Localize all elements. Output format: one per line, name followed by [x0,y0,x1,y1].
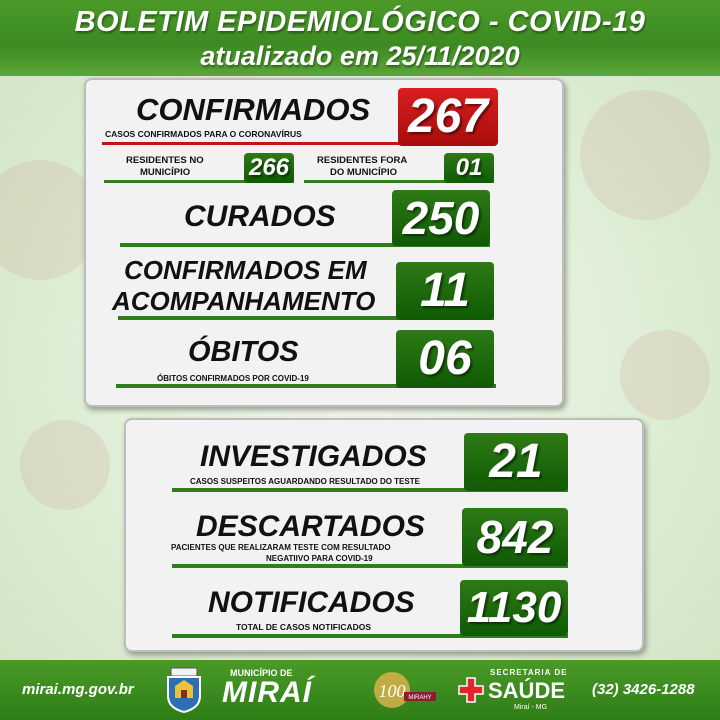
residentes-fora-label-line2: DO MUNICÍPIO [330,167,398,178]
confirmados-label: CONFIRMADOS [136,92,371,127]
obitos-desc: ÓBITOS CONFIRMADOS POR COVID-19 [157,374,309,383]
residentes-label-line1: RESIDENTES NO [126,155,204,166]
descartados-desc-line2: NEGATIIVO PARA COVID-19 [266,554,373,563]
notificados-value: 1130 [460,580,568,636]
residentes-fora-underline [304,180,494,183]
municipio-name: MIRAÍ [222,676,312,709]
acompanhamento-label-line2: ACOMPANHAMENTO [112,286,376,316]
crest-icon [167,667,201,714]
background-virus-shape [620,330,710,420]
acompanhamento-underline [118,316,494,320]
obitos-value: 06 [396,330,494,388]
residentes-fora-label-line1: RESIDENTES FORA [317,155,408,166]
header-banner: BOLETIM EPIDEMIOLÓGICO - COVID-19 atuali… [0,0,720,76]
confirmados-value: 267 [398,88,498,146]
obitos-underline [116,384,496,388]
investigados-label: INVESTIGADOS [200,440,427,473]
obitos-label: ÓBITOS [188,336,299,368]
secretaria-name: SAÚDE [488,678,566,703]
residentes-label-line2: MUNICÍPIO [140,167,191,178]
investigados-underline [172,488,568,492]
residentes-value: 266 [244,153,294,183]
notificados-desc: TOTAL DE CASOS NOTIFICADOS [236,622,372,632]
website-link[interactable]: mirai.mg.gov.br [22,681,134,698]
notificados-underline [172,634,568,638]
residentes-fora-value: 01 [444,153,494,183]
descartados-label: DESCARTADOS [196,510,425,543]
notificados-label: NOTIFICADOS [208,586,415,619]
confirmados-desc: CASOS CONFIRMADOS PARA O CORONAVÍRUS [105,129,302,139]
curados-label: CURADOS [184,200,336,233]
background-virus-shape [580,90,710,220]
curados-underline [120,243,490,247]
descartados-desc-line1: PACIENTES QUE REALIZARAM TESTE COM RESUL… [171,543,391,552]
municipio-label: MUNICÍPIO DE [230,668,293,678]
page-subtitle: atualizado em 25/11/2020 [200,41,520,71]
descartados-underline [172,564,568,568]
secretaria-city: Miraí - MG [514,704,548,711]
confirmados-underline [102,142,402,145]
curados-value: 250 [392,190,490,246]
phone-number: (32) 3426-1288 [592,681,695,698]
anos-number: 100 [379,681,406,701]
footer-bar: mirai.mg.gov.br MUNICÍPIO DE MIRAÍ 100 M… [0,660,720,720]
acompanhamento-label-line1: CONFIRMADOS EM [124,255,367,285]
centenary-logo-icon: 100 MIRAHY [374,672,436,708]
page-title: BOLETIM EPIDEMIOLÓGICO - COVID-19 [74,6,646,38]
residentes-underline [104,180,294,183]
investigados-value: 21 [464,433,568,491]
anos-text: MIRAHY [408,695,431,701]
investigados-desc: CASOS SUSPEITOS AGUARDANDO RESULTADO DO … [190,477,420,486]
background-virus-shape [0,160,100,280]
secretaria-label: SECRETARIA DE [490,668,568,677]
background-virus-shape [20,420,110,510]
acompanhamento-value: 11 [396,262,494,320]
descartados-value: 842 [462,508,568,566]
health-cross-icon [458,677,484,703]
